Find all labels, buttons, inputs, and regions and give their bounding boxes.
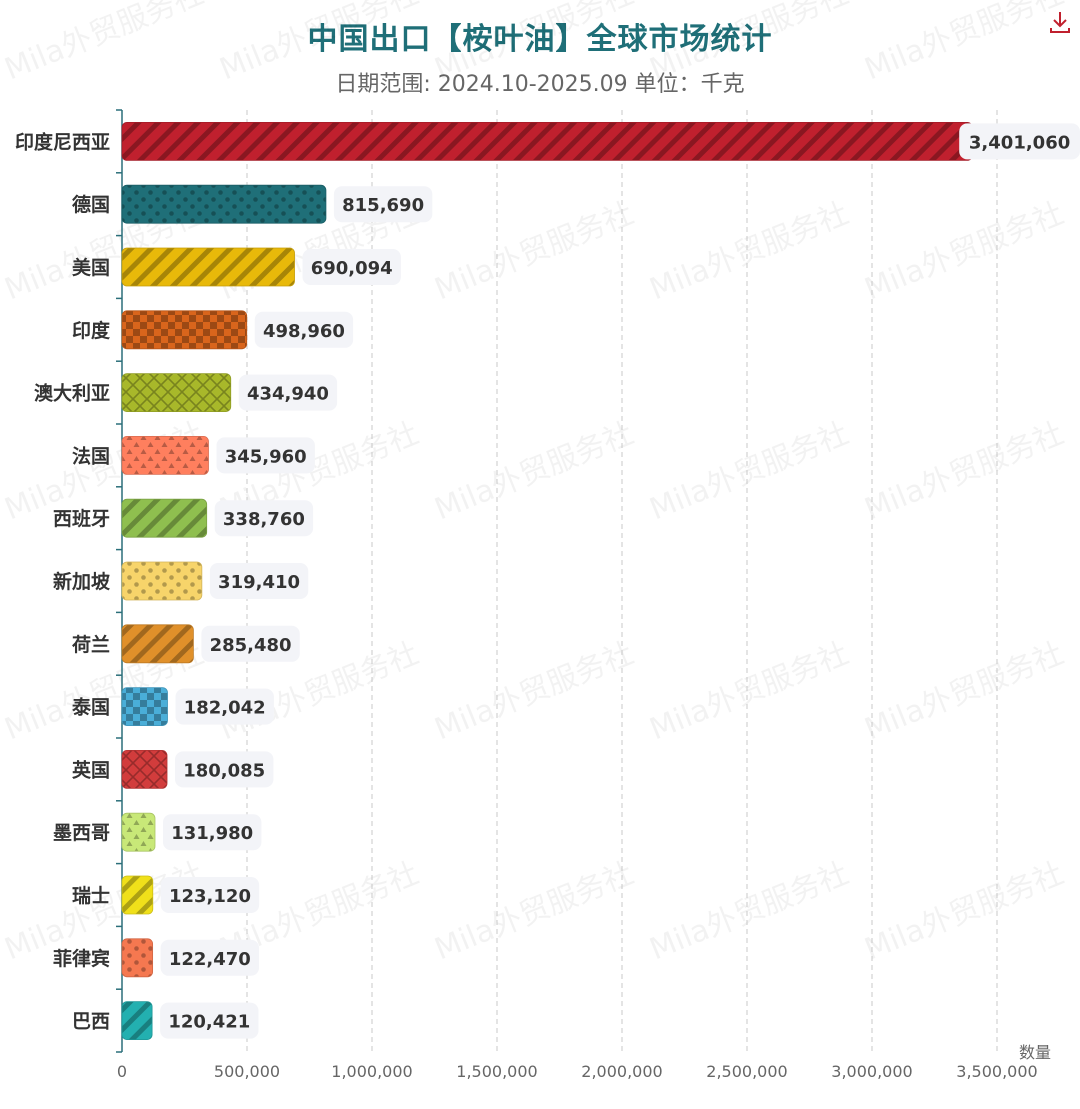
value-label: 338,760 xyxy=(223,509,305,530)
value-label-bg xyxy=(254,311,354,348)
value-label: 3,401,060 xyxy=(969,132,1070,153)
bar xyxy=(121,498,208,538)
watermark-text: Mila外贸服务社 xyxy=(430,856,639,967)
watermark-text: Mila外贸服务社 xyxy=(860,416,1069,527)
bar xyxy=(121,687,168,726)
watermark-text: Mila外贸服务社 xyxy=(430,0,639,87)
chart-subtitle: 日期范围: 2024.10-2025.09 单位：千克 xyxy=(335,72,745,97)
chart-title: 中国出口【桉叶油】全球市场统计 xyxy=(307,22,773,57)
value-label-bg xyxy=(175,751,274,788)
watermark-text: Mila外贸服务社 xyxy=(860,196,1069,307)
value-label-bg xyxy=(160,877,260,913)
bar xyxy=(121,624,194,664)
value-label-bg xyxy=(333,186,433,223)
value-label-bg xyxy=(302,249,401,285)
x-tick-label: 3,000,000 xyxy=(831,1062,912,1081)
x-tick-label: 1,500,000 xyxy=(456,1062,537,1081)
value-label: 690,094 xyxy=(311,258,393,279)
watermark-text: Mila外贸服务社 xyxy=(430,636,639,747)
category-label: 新加坡 xyxy=(53,570,111,593)
value-label: 815,690 xyxy=(342,195,424,216)
value-label: 120,421 xyxy=(168,1012,250,1033)
bar xyxy=(121,184,327,224)
bar xyxy=(121,750,168,789)
value-label: 319,410 xyxy=(218,572,300,593)
value-label-bg xyxy=(238,374,338,411)
watermark-text: Mila外贸服务社 xyxy=(645,196,854,307)
value-label: 498,960 xyxy=(263,321,345,342)
category-label: 英国 xyxy=(72,758,110,781)
category-label: 泰国 xyxy=(71,696,110,719)
value-label: 434,940 xyxy=(247,384,329,405)
category-label: 巴西 xyxy=(72,1011,110,1033)
bar xyxy=(121,247,295,287)
category-label: 菲律宾 xyxy=(53,947,110,970)
bar xyxy=(121,938,154,978)
category-label: 印度尼西亚 xyxy=(15,130,110,153)
value-label-bg xyxy=(214,500,314,537)
bar xyxy=(121,310,248,350)
category-label: 印度 xyxy=(72,319,111,342)
download-icon[interactable] xyxy=(1046,8,1074,36)
category-label: 西班牙 xyxy=(53,507,110,530)
watermark-text: Mila外贸服务社 xyxy=(430,196,639,307)
value-label-bg xyxy=(160,939,260,976)
value-label-bg xyxy=(160,1002,259,1039)
bar xyxy=(121,122,973,161)
watermark-text: Mila外贸服务社 xyxy=(645,636,854,747)
watermark-text: Mila外贸服务社 xyxy=(860,636,1069,747)
value-label: 123,120 xyxy=(169,886,251,907)
value-label: 345,960 xyxy=(225,446,307,467)
value-label-bg xyxy=(209,563,309,599)
category-label: 澳大利亚 xyxy=(34,382,110,405)
x-tick-label: 2,000,000 xyxy=(581,1062,662,1081)
value-label-bg xyxy=(162,814,262,851)
x-tick-label: 500,000 xyxy=(214,1062,280,1081)
x-tick-label: 2,500,000 xyxy=(706,1062,787,1081)
x-tick-label: 3,500,000 xyxy=(956,1062,1037,1081)
bar xyxy=(121,373,232,413)
watermark-text: Mila外贸服务社 xyxy=(645,416,854,527)
bar xyxy=(121,561,203,601)
watermark-text: Mila外贸服务社 xyxy=(860,0,1069,87)
category-label: 德国 xyxy=(72,193,110,216)
bar xyxy=(121,435,209,475)
watermark-text: Mila外贸服务社 xyxy=(430,416,639,527)
watermark-text: Mila外贸服务社 xyxy=(645,856,854,967)
value-label-bg xyxy=(216,437,315,474)
value-label-bg xyxy=(959,123,1080,160)
watermark-text: Mila外贸服务社 xyxy=(645,0,854,87)
category-label: 美国 xyxy=(72,256,110,279)
value-label: 180,085 xyxy=(183,760,265,781)
bars xyxy=(121,122,973,1040)
watermark-text: Mila外贸服务社 xyxy=(215,0,424,87)
value-label-bg xyxy=(201,625,300,662)
value-label: 182,042 xyxy=(184,698,266,719)
value-label: 122,470 xyxy=(169,949,251,970)
category-label: 法国 xyxy=(72,444,110,467)
x-tick-label: 1,000,000 xyxy=(331,1062,412,1081)
labels: 印度尼西亚 3,401,060 德国 815,690 美国 690,094 印度 498,96… xyxy=(15,123,1080,1039)
category-label: 墨西哥 xyxy=(53,822,110,844)
category-label: 瑞士 xyxy=(72,884,110,907)
bar xyxy=(121,812,156,852)
value-label: 285,480 xyxy=(210,635,292,656)
value-label: 131,980 xyxy=(171,823,253,844)
bar xyxy=(121,1001,153,1040)
watermark-text: Mila外贸服务社 xyxy=(0,0,209,87)
watermark-text: Mila外贸服务社 xyxy=(860,856,1069,967)
bar xyxy=(121,875,154,915)
value-label-bg xyxy=(175,688,274,725)
x-tick-label: 0 xyxy=(117,1062,127,1081)
x-axis-label: 数量 xyxy=(1019,1043,1051,1062)
category-label: 荷兰 xyxy=(72,633,110,656)
